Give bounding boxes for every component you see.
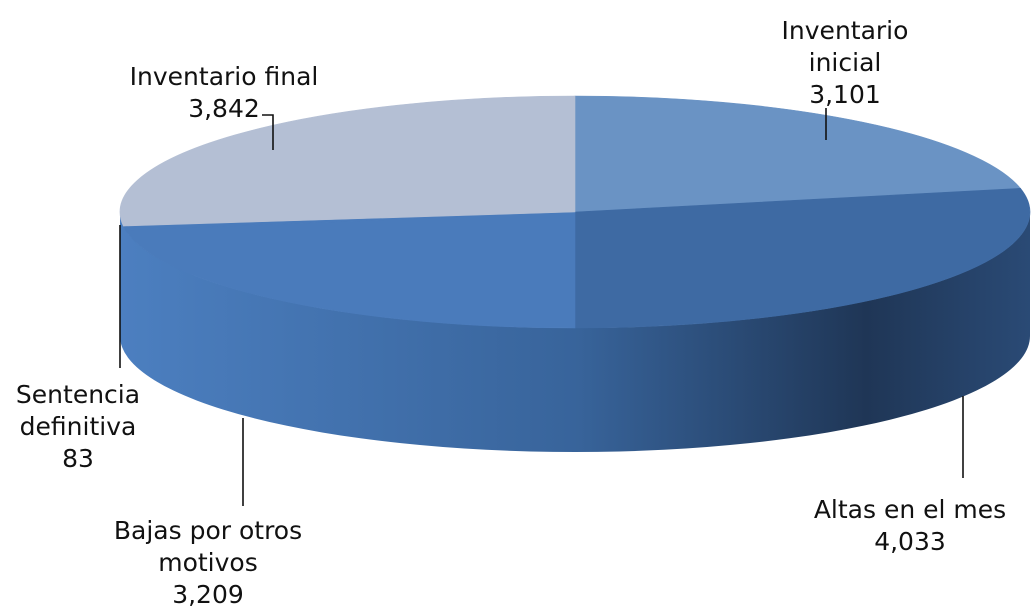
slice-label-altas-en-el-mes: Altas en el mes — [814, 495, 1006, 524]
pie-3d-side — [120, 212, 1030, 452]
slice-label-inventario-inicial: Inventario — [782, 16, 909, 45]
data-label-inventario-final: 3,842 — [188, 94, 260, 123]
pie-slice-inventario-final — [119, 95, 576, 227]
slice-label-inventario-inicial: inicial — [809, 48, 882, 77]
pie-top-faces — [119, 95, 1031, 329]
slice-label-sentencia-definitiva: definitiva — [20, 412, 137, 441]
slice-label-bajas-por-otros-motivos: Bajas por otros — [114, 516, 302, 545]
slice-label-inventario-final: Inventario final — [130, 62, 319, 91]
leader-lines — [119, 108, 964, 506]
slice-label-sentencia-definitiva: Sentencia — [16, 380, 140, 409]
pie-slice-altas-en-el-mes — [574, 188, 1031, 329]
pie-slice-bajas-por-otros-motivos — [125, 211, 576, 329]
slice-label-bajas-por-otros-motivos: motivos — [158, 548, 258, 577]
pie-side-band — [120, 212, 1030, 452]
leader-line-inventario-final — [262, 114, 274, 150]
data-label-sentencia-definitiva: 83 — [62, 444, 94, 473]
pie-slice-inventario-inicial — [574, 95, 1022, 213]
slice-labels: Inventario inicial 3,101 Altas en el mes 4,0… — [16, 16, 1006, 609]
data-label-altas-en-el-mes: 4,033 — [874, 527, 946, 556]
data-label-bajas-por-otros-motivos: 3,209 — [172, 580, 244, 606]
data-label-inventario-inicial: 3,101 — [809, 80, 881, 109]
